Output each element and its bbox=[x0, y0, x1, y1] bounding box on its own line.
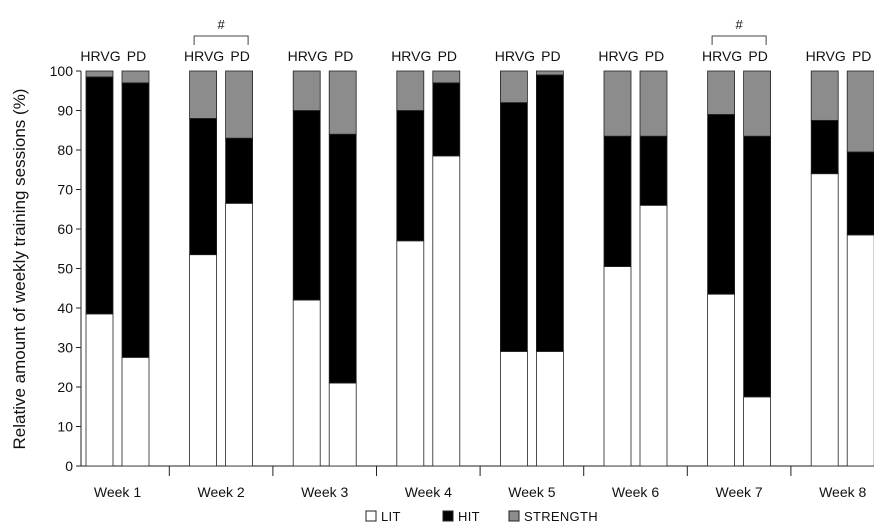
bar-hit-pd-week-6 bbox=[639, 135, 668, 206]
legend-label-hit: HIT bbox=[458, 509, 480, 524]
significance-marker: # bbox=[217, 17, 225, 32]
bar-hit-hrvg-week-8 bbox=[810, 119, 839, 175]
y-tick-label: 80 bbox=[57, 142, 73, 158]
group-label-pd: PD bbox=[748, 48, 767, 64]
bar-lit-pd-week-2 bbox=[225, 202, 254, 467]
bar-hit-hrvg-week-1 bbox=[85, 76, 114, 315]
group-label-hrvg: HRVG bbox=[806, 48, 846, 64]
bar-lit-pd-week-5 bbox=[536, 351, 564, 467]
bar-hit-hrvg-week-3 bbox=[292, 110, 321, 301]
group-label-pd: PD bbox=[438, 48, 457, 64]
bar-hit-pd-week-4 bbox=[432, 82, 461, 157]
x-tick-label: Week 4 bbox=[405, 484, 452, 500]
labels: 0 10 20 30 40 50 60 70 80 90 100 Week 1 HRVG PD Week 2… bbox=[50, 17, 872, 500]
bar-strength-pd-week-8 bbox=[846, 70, 874, 153]
group-label-pd: PD bbox=[852, 48, 871, 64]
bar-lit-pd-week-4 bbox=[432, 155, 461, 467]
bar-hit-pd-week-8 bbox=[846, 151, 874, 236]
y-tick-label: 10 bbox=[57, 419, 73, 435]
significance-marker: # bbox=[735, 17, 743, 32]
bar-lit-hrvg-week-6 bbox=[603, 266, 632, 467]
bar-hit-pd-week-7 bbox=[743, 135, 771, 398]
significance-bracket bbox=[711, 35, 767, 45]
group-label-pd: PD bbox=[541, 48, 560, 64]
group-label-hrvg: HRVG bbox=[495, 48, 535, 64]
bar-lit-hrvg-week-1 bbox=[85, 313, 114, 467]
bar-strength-hrvg-week-6 bbox=[603, 70, 632, 137]
bar-hit-hrvg-week-7 bbox=[707, 114, 735, 295]
bar-strength-hrvg-week-8 bbox=[810, 70, 839, 121]
legend-label-strength: STRENGTH bbox=[524, 509, 598, 524]
bar-strength-pd-week-3 bbox=[328, 70, 357, 135]
significance-bracket bbox=[193, 35, 249, 45]
bar-lit-pd-week-7 bbox=[743, 396, 771, 467]
bar-lit-hrvg-week-3 bbox=[292, 299, 321, 467]
bar-lit-pd-week-6 bbox=[639, 204, 668, 467]
bar-strength-hrvg-week-3 bbox=[292, 70, 321, 111]
bar-strength-pd-week-2 bbox=[225, 70, 254, 139]
group-label-hrvg: HRVG bbox=[288, 48, 328, 64]
group-label-hrvg: HRVG bbox=[702, 48, 742, 64]
group-label-hrvg: HRVG bbox=[184, 48, 224, 64]
y-tick-label: 60 bbox=[57, 221, 73, 237]
bar-hit-pd-week-2 bbox=[225, 137, 254, 204]
group-label-pd: PD bbox=[334, 48, 353, 64]
bar-strength-pd-week-6 bbox=[639, 70, 668, 137]
y-tick-label: 100 bbox=[50, 63, 74, 79]
bar-lit-hrvg-week-5 bbox=[499, 351, 528, 467]
group-label-pd: PD bbox=[127, 48, 146, 64]
legend-swatch-lit bbox=[365, 510, 377, 522]
bar-lit-pd-week-8 bbox=[846, 234, 874, 467]
x-tick-label: Week 7 bbox=[715, 484, 762, 500]
bar-strength-pd-week-5 bbox=[536, 70, 564, 76]
x-tick-label: Week 5 bbox=[508, 484, 555, 500]
group-label-pd: PD bbox=[230, 48, 249, 64]
bar-hit-pd-week-5 bbox=[536, 74, 564, 352]
y-tick-label: 20 bbox=[57, 379, 73, 395]
y-tick-label: 30 bbox=[57, 340, 73, 356]
legend-swatch-hit bbox=[442, 510, 454, 522]
bar-lit-pd-week-3 bbox=[328, 382, 357, 467]
y-tick-label: 70 bbox=[57, 182, 73, 198]
bars bbox=[85, 70, 874, 467]
bar-hit-hrvg-week-4 bbox=[396, 110, 425, 242]
bar-hit-hrvg-week-5 bbox=[499, 102, 528, 352]
y-tick-label: 90 bbox=[57, 103, 73, 119]
y-tick-label: 0 bbox=[65, 458, 73, 474]
bar-lit-hrvg-week-7 bbox=[707, 293, 735, 467]
bar-hit-hrvg-week-2 bbox=[189, 118, 218, 256]
bar-strength-pd-week-4 bbox=[432, 70, 461, 84]
bar-strength-pd-week-1 bbox=[121, 70, 150, 84]
x-tick-label: Week 2 bbox=[197, 484, 244, 500]
bar-lit-hrvg-week-4 bbox=[396, 240, 425, 467]
group-label-hrvg: HRVG bbox=[80, 48, 120, 64]
x-tick-label: Week 1 bbox=[94, 484, 141, 500]
x-tick-label: Week 6 bbox=[612, 484, 659, 500]
bar-hit-hrvg-week-6 bbox=[603, 135, 632, 267]
bar-strength-pd-week-7 bbox=[743, 70, 771, 137]
group-label-hrvg: HRVG bbox=[598, 48, 638, 64]
legend-label-lit: LIT bbox=[381, 509, 401, 524]
bar-strength-hrvg-week-4 bbox=[396, 70, 425, 111]
group-label-hrvg: HRVG bbox=[391, 48, 431, 64]
bar-hit-pd-week-1 bbox=[121, 82, 150, 358]
bar-strength-hrvg-week-1 bbox=[85, 70, 114, 78]
legend-swatch-strength bbox=[508, 510, 520, 522]
y-tick-label: 50 bbox=[57, 261, 73, 277]
bar-hit-pd-week-3 bbox=[328, 133, 357, 384]
bar-strength-hrvg-week-7 bbox=[707, 70, 735, 115]
bar-strength-hrvg-week-5 bbox=[499, 70, 528, 104]
y-axis-label: Relative amount of weekly training sessi… bbox=[10, 89, 29, 450]
x-tick-label: Week 8 bbox=[819, 484, 866, 500]
bar-lit-hrvg-week-8 bbox=[810, 173, 839, 467]
legend: LIT HIT STRENGTH bbox=[365, 509, 598, 524]
x-tick-label: Week 3 bbox=[301, 484, 348, 500]
bar-lit-pd-week-1 bbox=[121, 356, 150, 467]
group-label-pd: PD bbox=[645, 48, 664, 64]
y-tick-label: 40 bbox=[57, 300, 73, 316]
bar-strength-hrvg-week-2 bbox=[189, 70, 218, 119]
bar-lit-hrvg-week-2 bbox=[189, 254, 218, 467]
